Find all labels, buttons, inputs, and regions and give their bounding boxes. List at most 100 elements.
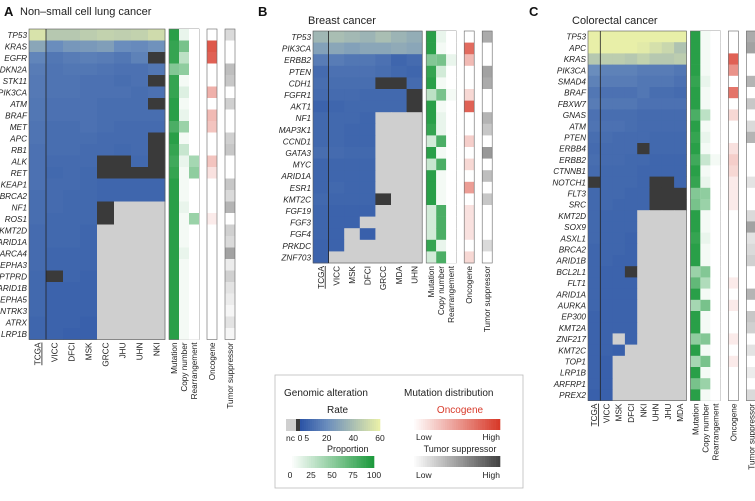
copy_number-cell [179, 178, 189, 191]
heatmap-cell [97, 328, 115, 340]
heatmap-cell [313, 239, 329, 252]
copy_number-cell [700, 120, 711, 133]
mutation-cell [690, 232, 701, 245]
legend-ts-step [464, 456, 468, 467]
mutation-cell [169, 259, 179, 271]
gene-label: KRAS [5, 42, 28, 51]
heatmap-cell [148, 109, 166, 122]
heatmap-cell [649, 221, 663, 233]
heatmap-cell [97, 247, 115, 260]
tumor_suppressor-cell [482, 193, 493, 206]
heatmap-cell [661, 311, 675, 323]
heatmap-cell [661, 355, 675, 368]
legend-onc-step [449, 419, 452, 430]
legend-onc-step [434, 419, 437, 430]
rearrangement-cell [446, 251, 457, 264]
heatmap-cell [406, 170, 423, 183]
rearrangement-cell [710, 266, 721, 278]
heatmap-cell [375, 170, 392, 183]
heatmap-cell [624, 344, 638, 357]
heatmap-cell [612, 143, 626, 155]
heatmap-cell [406, 228, 423, 241]
oncogene-cell [728, 31, 739, 43]
rearrangement-cell [189, 224, 199, 237]
heatmap-cell [46, 224, 64, 237]
tumor_suppressor-cell [225, 270, 235, 283]
tumor_suppressor-cell [482, 135, 493, 148]
legend-onc-step [495, 419, 499, 430]
tumor_suppressor-cell [225, 63, 235, 76]
heatmap-cell [588, 165, 601, 177]
heatmap-cell [637, 378, 650, 390]
heatmap-cell [344, 216, 361, 229]
heatmap-cell [406, 251, 423, 264]
heatmap-cell [674, 64, 687, 77]
gene-label: FLT3 [567, 190, 586, 199]
legend-rate-step [354, 419, 357, 431]
heatmap-cell [29, 247, 47, 260]
heatmap-cell [600, 333, 613, 345]
heatmap-cell [391, 89, 407, 101]
heatmap-cell [80, 132, 98, 145]
heatmap-cell [588, 98, 601, 110]
heatmap-cell [649, 344, 663, 357]
legend-onc-step [438, 419, 441, 430]
oncogene-cell [464, 112, 475, 125]
heatmap-cell [97, 282, 115, 294]
copy_number-cell [436, 228, 447, 241]
oncogene-cell [464, 89, 475, 101]
rearrangement-cell [710, 109, 721, 121]
heatmap-cell [649, 187, 663, 200]
heatmap-cell [588, 87, 601, 99]
legend-onc-step [491, 419, 494, 430]
heatmap-cell [612, 98, 626, 110]
oncogene-cell [207, 86, 217, 99]
legend-prop-step [342, 456, 345, 468]
copy_number-cell [700, 288, 711, 301]
gene-label: MYC [293, 161, 311, 170]
oncogene-cell [464, 123, 475, 136]
heatmap-cell [131, 86, 149, 99]
copy_number-cell [179, 63, 189, 76]
panel-letter: B [258, 4, 267, 19]
heatmap-cell [588, 333, 601, 345]
heatmap-cell [131, 282, 149, 294]
heatmap-cell [391, 170, 407, 183]
copy_number-cell [179, 144, 189, 156]
legend-rate-tick: 0 [298, 433, 303, 443]
rearrangement-cell [710, 42, 721, 54]
rearrangement-cell [710, 389, 721, 401]
gene-label: APC [9, 134, 27, 143]
heatmap-cell [624, 277, 638, 289]
mutation-cell [690, 53, 701, 65]
legend-ts-step [467, 456, 470, 467]
heatmap-cell [148, 247, 166, 260]
heatmap-cell [600, 64, 613, 77]
legend-prop-step [327, 456, 331, 468]
tumor_suppressor-cell [482, 181, 493, 194]
heatmap-cell [29, 40, 47, 53]
heatmap-cell [97, 213, 115, 225]
rearrangement-cell [189, 132, 199, 145]
center-label: GRCC [379, 266, 388, 290]
heatmap-cell [131, 40, 149, 53]
tumor_suppressor-cell [225, 247, 235, 260]
legend-ts-step [418, 456, 422, 467]
heatmap-cell [661, 389, 675, 401]
heatmap-cell [97, 190, 115, 202]
heatmap-cell [148, 63, 166, 76]
tumor_suppressor-cell [746, 143, 755, 155]
heatmap-cell [661, 42, 675, 54]
heatmap-cell [63, 305, 81, 317]
mutation-cell [690, 42, 701, 54]
heatmap-cell [612, 344, 626, 357]
legend-rate-step [358, 419, 361, 431]
tumor_suppressor-cell [746, 210, 755, 222]
legend-rate-step [366, 419, 369, 431]
heatmap-cell [63, 121, 81, 133]
heatmap-cell [637, 299, 650, 312]
mutation-cell [690, 277, 701, 289]
gene-label: CDKN2A [0, 65, 28, 74]
copy_number-cell [700, 53, 711, 65]
copy_number-cell [436, 239, 447, 252]
